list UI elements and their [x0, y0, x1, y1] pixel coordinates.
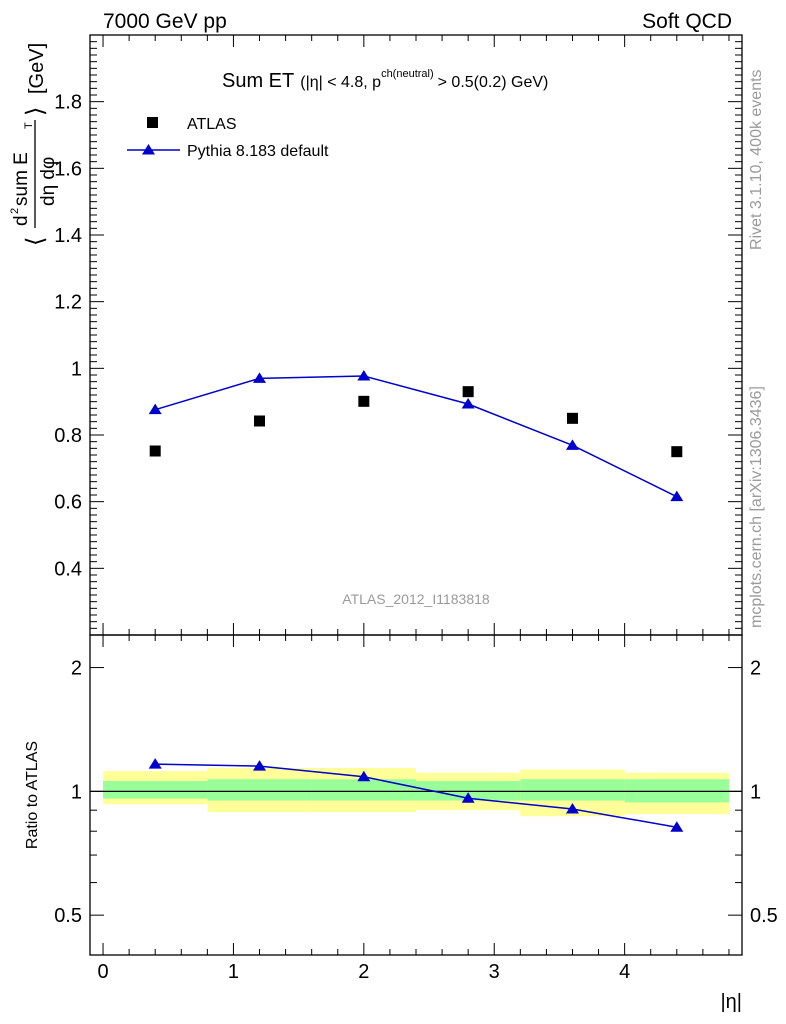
x-tick-label: 0 — [97, 961, 108, 983]
chart-title-main: Sum ET — [222, 70, 294, 92]
y-tick-label-right: 0.5 — [750, 905, 778, 927]
header-right: Soft QCD — [642, 10, 732, 33]
ratio-point — [357, 770, 371, 782]
ratio-x-ticks: 0 1 2 3 4 — [97, 635, 730, 983]
y-tick-label-right: 1 — [750, 781, 761, 803]
y-tick-label: 2 — [71, 658, 82, 680]
pythia-point — [670, 490, 684, 502]
ratio-line — [155, 763, 677, 828]
pythia-point — [148, 403, 162, 415]
ratio-band-inner — [520, 779, 625, 801]
ylabel-unit: [GeV] — [26, 43, 48, 94]
main-ylabel: ⟨ d 2 sum E T dη dφ ⟩ [GeV] — [9, 43, 59, 246]
ratio-band-inner — [311, 779, 416, 801]
y-tick-label: 0.5 — [54, 905, 82, 927]
ratio-point — [461, 792, 475, 803]
ratio-xlabel: |η| — [720, 991, 742, 1013]
ylabel-denominator: dη dφ — [38, 157, 59, 206]
chart-title-range: (|η| < 4.8, p — [300, 74, 381, 91]
chart-title-cut: > 0.5(0.2) GeV) — [438, 74, 549, 91]
mcplots-label: mcplots.cern.ch [arXiv:1306.3436] — [748, 386, 765, 628]
ylabel-bracket-close: ⟩ — [22, 107, 49, 116]
pythia-point — [253, 372, 267, 383]
ratio-point — [670, 821, 684, 832]
atlas-point — [358, 395, 370, 407]
atlas-point — [254, 415, 266, 427]
y-tick-label: 1.4 — [54, 225, 82, 247]
pythia-point — [461, 398, 475, 409]
ylabel-num-d: d — [11, 215, 32, 226]
pythia-point — [357, 370, 371, 381]
y-tick-label: 1 — [71, 358, 82, 380]
y-tick-label: 1 — [71, 781, 82, 803]
y-tick-label-right: 2 — [750, 658, 761, 680]
y-tick-label: 0.8 — [54, 425, 82, 447]
x-tick-label: 2 — [358, 961, 369, 983]
ratio-band-inner — [103, 780, 208, 799]
ratio-panel: 0 1 2 3 4 0.5 0.5 1 1 2 2 Ratio to ATLAS |η| — [24, 634, 778, 1013]
ylabel-num-sub: T — [23, 122, 35, 129]
pythia-point — [565, 439, 579, 450]
atlas-point — [149, 445, 161, 457]
ylabel-bracket-open: ⟨ — [22, 237, 49, 246]
legend-atlas-marker — [147, 117, 158, 128]
y-tick-label: 0.4 — [54, 558, 82, 580]
ratio-point — [253, 760, 267, 771]
main-panel: 0.4 0.6 0.8 1 1.2 1.4 1.6 1.8 Sum ET (|η| < 4.8,… — [9, 34, 743, 636]
chart-title: Sum ET (|η| < 4.8, pch(neutral) > 0.5(0.2)… — [222, 68, 548, 92]
ratio-point — [565, 802, 579, 814]
main-y-ticks: 0.4 0.6 0.8 1 1.2 1.4 1.6 1.8 — [54, 34, 742, 636]
main-series — [148, 370, 684, 502]
ylabel-num-exp: 2 — [9, 208, 21, 214]
main-x-ticks — [102, 35, 730, 635]
x-tick-label: 1 — [228, 961, 239, 983]
x-tick-label: 4 — [619, 961, 630, 983]
y-tick-label: 0.6 — [54, 492, 82, 514]
atlas-point — [671, 446, 683, 458]
ratio-point — [148, 758, 162, 769]
y-tick-label: 1.2 — [54, 292, 82, 314]
rivet-label: Rivet 3.1.10, 400k events — [748, 69, 765, 250]
legend-pythia-label: Pythia 8.183 default — [187, 143, 329, 160]
ratio-series — [148, 758, 684, 832]
ratio-ylabel: Ratio to ATLAS — [24, 741, 41, 849]
y-tick-label: 1.6 — [54, 158, 82, 180]
chart-title-sup: ch(neutral) — [381, 68, 434, 80]
atlas-point — [566, 412, 578, 424]
legend-atlas-label: ATLAS — [187, 116, 237, 133]
header-left: 7000 GeV pp — [103, 10, 227, 33]
ylabel-num-sum: sum E — [11, 152, 32, 206]
atlas-point — [462, 386, 474, 398]
legend-pythia-marker — [142, 144, 155, 155]
pythia-line — [154, 375, 678, 498]
ratio-bands — [103, 767, 729, 817]
ratio-y-ticks: 0.5 0.5 1 1 2 2 — [54, 658, 778, 956]
x-tick-label: 3 — [489, 961, 500, 983]
y-tick-label: 1.8 — [54, 92, 82, 114]
ratio-band-inner — [207, 779, 312, 801]
analysis-watermark: ATLAS_2012_I1183818 — [342, 591, 490, 607]
